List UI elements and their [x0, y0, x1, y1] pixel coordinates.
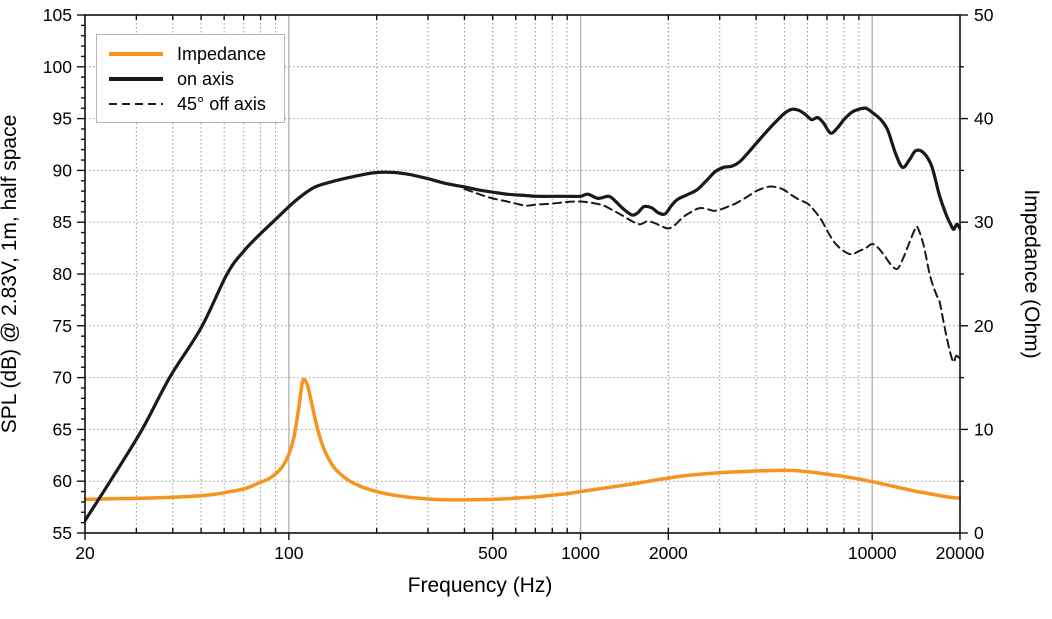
off-axis-line-swatch	[109, 102, 163, 105]
x-tick-label: 10000	[848, 543, 897, 563]
chart-legend: Impedance on axis 45° off axis	[96, 34, 286, 123]
y-left-tick-label: 80	[53, 264, 73, 284]
legend-label-on-axis: on axis	[177, 68, 235, 89]
impedance-curve	[84, 377, 961, 502]
y-right-tick-label: 20	[974, 316, 994, 336]
x-tick-label: 500	[478, 543, 507, 563]
x-tick-label: 100	[274, 543, 303, 563]
legend-label-impedance: Impedance	[177, 43, 267, 64]
y-left-tick-label: 55	[53, 523, 72, 543]
legend-item-on-axis: on axis	[109, 66, 266, 91]
left-axis-title: SPL (dB) @ 2.83V, 1m, half space	[0, 114, 21, 434]
y-right-tick-label: 10	[974, 419, 994, 439]
x-tick-label: 2000	[649, 543, 688, 563]
x-tick-label: 20	[75, 543, 95, 563]
y-left-tick-label: 95	[53, 109, 72, 129]
ticks-group: 20 100 500 1000 2000 10000 2000055606570758085…	[43, 5, 994, 563]
grid-group	[85, 15, 960, 533]
y-left-tick-label: 75	[53, 316, 72, 336]
x-axis-title: Frequency (Hz)	[407, 574, 553, 597]
off-axis-curve	[463, 185, 961, 364]
curves-group	[84, 106, 961, 523]
y-left-tick-label: 65	[53, 419, 72, 439]
right-axis-title: Impedance (Ohm)	[1020, 189, 1043, 359]
on-axis-line-swatch	[109, 76, 163, 81]
legend-label-off-axis: 45° off axis	[177, 93, 266, 114]
y-left-tick-label: 70	[53, 368, 73, 388]
y-right-tick-label: 50	[974, 5, 994, 25]
y-right-tick-label: 30	[974, 212, 994, 232]
legend-item-off-axis: 45° off axis	[109, 91, 266, 116]
y-left-tick-label: 105	[43, 5, 72, 25]
y-left-tick-label: 60	[53, 471, 73, 491]
y-right-tick-label: 0	[974, 523, 984, 543]
x-tick-label: 1000	[561, 543, 600, 563]
y-left-tick-label: 85	[53, 212, 72, 232]
legend-item-impedance: Impedance	[109, 41, 266, 66]
y-right-tick-label: 40	[974, 109, 994, 129]
x-tick-label: 20000	[936, 543, 985, 563]
y-left-tick-label: 90	[53, 160, 73, 180]
y-left-tick-label: 100	[43, 57, 72, 77]
on-axis-curve	[84, 106, 961, 523]
impedance-line-swatch	[109, 51, 163, 56]
